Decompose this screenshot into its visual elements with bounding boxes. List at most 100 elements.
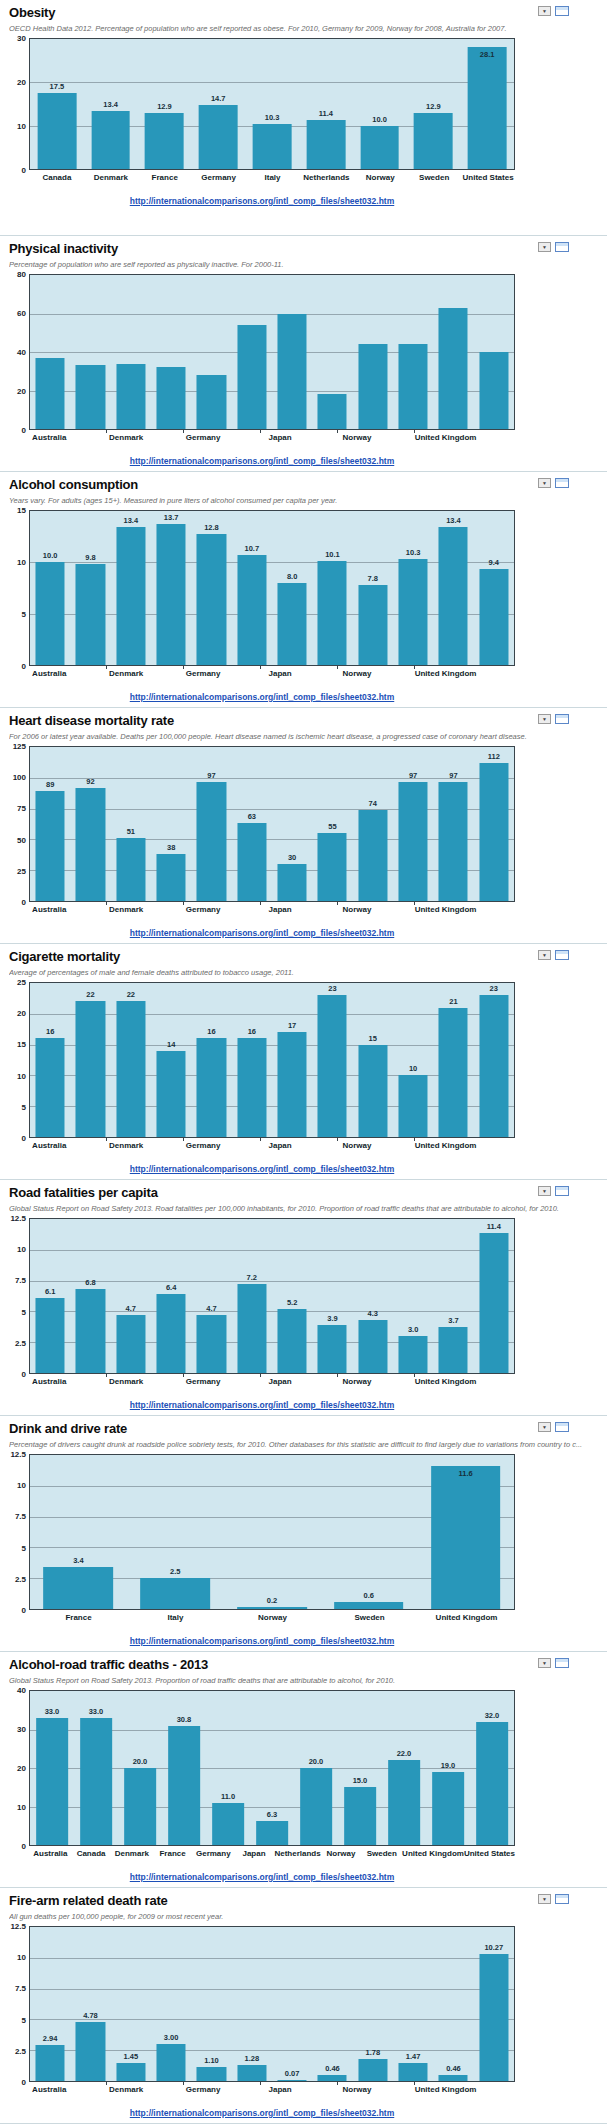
- bar-value-label: 10.3: [265, 113, 280, 122]
- x-axis-label-empty: [145, 666, 183, 681]
- bar-slot: 17: [272, 983, 312, 1137]
- bar-value-label: 13.4: [124, 516, 139, 525]
- bar-slot: 30: [272, 747, 312, 901]
- bar-united-states: [468, 47, 507, 169]
- plot-row: 0510152025162222141616172315102123: [9, 982, 515, 1138]
- bar-slot: 11.6: [417, 1455, 514, 1609]
- x-axis-label: Germany: [184, 1138, 222, 1153]
- plot-row: 020406080: [9, 274, 515, 430]
- x-axis-label-empty: [68, 902, 106, 917]
- bar-value-label: 10.0: [43, 551, 58, 560]
- x-axis-label-empty: [145, 1374, 183, 1389]
- chart-header: Alcohol consumption▼: [9, 477, 598, 495]
- bar-slot: 20.0: [294, 1691, 338, 1845]
- bar-slot: 9.8: [70, 511, 110, 665]
- x-axis-label: Italy: [127, 1610, 224, 1625]
- bar-united-kingdom: [439, 2075, 468, 2081]
- chart-subtitle: OECD Health Data 2012. Percentage of pop…: [9, 24, 598, 35]
- collapse-dropdown-icon[interactable]: ▼: [538, 1894, 551, 1904]
- collapse-dropdown-icon[interactable]: ▼: [538, 1658, 551, 1668]
- x-axis-label: Denmark: [107, 1374, 145, 1389]
- bar-slot: 0.07: [272, 1927, 312, 2081]
- bars-layer: 10.09.813.413.712.810.78.010.17.810.313.…: [30, 511, 514, 665]
- open-window-icon[interactable]: [555, 950, 569, 960]
- bar-slot: 4.7: [191, 1219, 231, 1373]
- source-link[interactable]: http://internationalcomparisons.org/intl…: [130, 1164, 395, 1174]
- open-window-icon[interactable]: [555, 1186, 569, 1196]
- open-window-icon[interactable]: [555, 1422, 569, 1432]
- source-link[interactable]: http://internationalcomparisons.org/intl…: [130, 928, 395, 938]
- bar-italy: [237, 325, 266, 429]
- chart-title: Road fatalities per capita: [9, 1185, 598, 1200]
- open-window-icon[interactable]: [555, 478, 569, 488]
- x-axis-spacer: [9, 666, 30, 681]
- chart-title: Alcohol consumption: [9, 477, 598, 492]
- bar-slot: 10.3: [393, 511, 433, 665]
- bar-slot: 3.9: [312, 1219, 352, 1373]
- bar-slot: [30, 275, 70, 429]
- y-tick-label: 80: [17, 270, 26, 279]
- collapse-dropdown-icon[interactable]: ▼: [538, 1422, 551, 1432]
- collapse-dropdown-icon[interactable]: ▼: [538, 478, 551, 488]
- source-link[interactable]: http://internationalcomparisons.org/intl…: [130, 1872, 395, 1882]
- x-axis-label: United Kingdom: [415, 666, 477, 681]
- x-axis-label: United Kingdom: [415, 1138, 477, 1153]
- open-window-icon[interactable]: [555, 6, 569, 16]
- source-link[interactable]: http://internationalcomparisons.org/intl…: [130, 456, 395, 466]
- y-tick-label: 10: [17, 1071, 26, 1080]
- collapse-dropdown-icon[interactable]: ▼: [538, 714, 551, 724]
- bar-sweden: [399, 344, 428, 429]
- chart-body: 02550751001258992513897633055749797112Au…: [9, 746, 515, 940]
- open-window-icon[interactable]: [555, 714, 569, 724]
- source-link[interactable]: http://internationalcomparisons.org/intl…: [130, 196, 395, 206]
- x-axis-label: Norway: [338, 1138, 376, 1153]
- collapse-dropdown-icon[interactable]: ▼: [538, 6, 551, 16]
- x-axis-label-empty: [476, 1138, 514, 1153]
- bar-united-states: [476, 1722, 508, 1845]
- source-link-row: http://internationalcomparisons.org/intl…: [9, 1158, 515, 1176]
- bar-value-label: 6.1: [45, 1287, 55, 1296]
- chart-section-alcohol-road-traffic-deaths-2013: Alcohol-road traffic deaths - 2013▼Globa…: [0, 1652, 607, 1888]
- bar-slot: 11.4: [299, 39, 353, 169]
- x-axis-row: AustraliaDenmarkGermanyJapanNorwayUnited…: [9, 430, 515, 445]
- bar-slot: 4.3: [353, 1219, 393, 1373]
- bar-slot: 16: [30, 983, 70, 1137]
- x-axis-spacer: [9, 2082, 30, 2097]
- chart-subtitle: For 2006 or latest year available. Death…: [9, 732, 598, 743]
- source-link-row: http://internationalcomparisons.org/intl…: [9, 1630, 515, 1648]
- bar-netherlands: [318, 995, 347, 1137]
- bar-value-label: 21: [449, 997, 457, 1006]
- source-link[interactable]: http://internationalcomparisons.org/intl…: [130, 1636, 395, 1646]
- source-link[interactable]: http://internationalcomparisons.org/intl…: [130, 1400, 395, 1410]
- chart-section-fire-arm-related-death-rate: Fire-arm related death rate▼All gun deat…: [0, 1888, 607, 2124]
- x-axis-label: Norway: [338, 902, 376, 917]
- bars-layer: 33.033.020.030.811.06.320.015.022.019.03…: [30, 1691, 514, 1845]
- bar-united-states: [479, 1233, 508, 1373]
- open-window-icon[interactable]: [555, 1658, 569, 1668]
- bar-canada: [76, 788, 105, 901]
- y-tick-label: 20: [17, 78, 26, 87]
- open-window-icon[interactable]: [555, 242, 569, 252]
- source-link[interactable]: http://internationalcomparisons.org/intl…: [130, 692, 395, 702]
- plot-row: 02.557.51012.52.944.781.453.001.101.280.…: [9, 1926, 515, 2082]
- collapse-dropdown-icon[interactable]: ▼: [538, 242, 551, 252]
- x-axis-label: Denmark: [107, 430, 145, 445]
- bar-value-label: 7.2: [247, 1273, 257, 1282]
- open-window-icon[interactable]: [555, 1894, 569, 1904]
- bar-slot: 16: [191, 983, 231, 1137]
- bar-slot: 28.1: [460, 39, 514, 169]
- bar-france: [157, 367, 186, 429]
- plot-area: 162222141616172315102123: [29, 982, 515, 1138]
- x-axis-row: AustraliaCanadaDenmarkFranceGermanyJapan…: [9, 1846, 515, 1861]
- source-link[interactable]: http://internationalcomparisons.org/intl…: [130, 2108, 395, 2118]
- bar-germany: [199, 105, 238, 169]
- x-axis-label: Japan: [261, 1374, 299, 1389]
- bar-value-label: 0.07: [285, 2069, 300, 2078]
- x-axis-row: AustraliaDenmarkGermanyJapanNorwayUnited…: [9, 1374, 515, 1389]
- bar-slot: 32.0: [470, 1691, 514, 1845]
- collapse-dropdown-icon[interactable]: ▼: [538, 1186, 551, 1196]
- x-axis-label: Australia: [30, 1374, 68, 1389]
- y-tick-label: 50: [17, 835, 26, 844]
- collapse-dropdown-icon[interactable]: ▼: [538, 950, 551, 960]
- bar-canada: [80, 1718, 112, 1845]
